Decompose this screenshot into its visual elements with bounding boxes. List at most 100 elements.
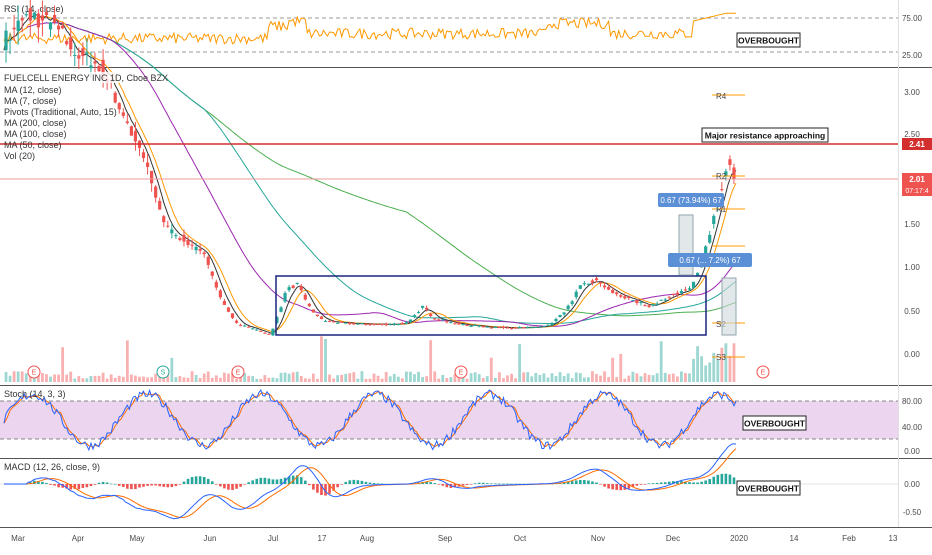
volume-bar (522, 372, 526, 382)
candle (687, 288, 692, 290)
candle (198, 248, 202, 251)
volume-bar (728, 355, 732, 382)
earnings-marker-1-label: E (32, 370, 37, 377)
candle (275, 317, 279, 323)
volume-bar (271, 377, 275, 382)
macd-hist-bar (696, 482, 699, 484)
candle (295, 282, 299, 284)
candle (307, 303, 311, 307)
candle (392, 323, 396, 325)
candle (534, 327, 538, 329)
volume-bar (510, 373, 513, 382)
volume-bar (566, 373, 570, 382)
macd-hist-bar (303, 480, 307, 484)
candle (69, 37, 73, 50)
macd-annotation-box (736, 480, 801, 496)
volume-bar (8, 375, 12, 382)
candle (655, 303, 659, 305)
candle (145, 162, 150, 168)
macd-hist-bar (352, 479, 356, 484)
macd-hist-bar (267, 478, 271, 484)
candle (384, 323, 388, 326)
stoch-tick-80: 80.00 (902, 397, 923, 406)
macd-hist-bar (376, 483, 380, 485)
macd-hist-bar (126, 484, 129, 489)
candle (356, 323, 360, 325)
macd-hist-bar (469, 484, 473, 485)
volume-bar (299, 376, 303, 382)
volume-bar (651, 375, 655, 382)
earnings-marker-2[interactable] (231, 365, 245, 379)
macd-hist-bar (142, 484, 145, 487)
volume-bar (214, 375, 218, 382)
volume-bar (105, 378, 109, 382)
macd-hist-bar (113, 483, 117, 485)
volume-bar (530, 376, 534, 382)
volume-bar (675, 376, 679, 382)
price-panel: R4 R2 R1 S2 S3 0.67 (73.94%) 67 0.67 (..… (0, 0, 932, 382)
volume-bar (162, 378, 166, 382)
macd-hist-bar (574, 480, 578, 484)
earnings-marker-1[interactable] (27, 365, 41, 379)
candle (639, 301, 643, 304)
candle (299, 286, 303, 291)
candle (327, 320, 332, 322)
volume-bar (732, 343, 736, 382)
candle (530, 327, 534, 329)
macd-hist-bar (684, 481, 687, 484)
x-tick-17: 17 (318, 534, 327, 543)
candle (469, 325, 473, 327)
volume-bar (639, 376, 643, 382)
volume-bar (251, 376, 255, 382)
macd-hist-bar (243, 484, 246, 485)
earnings-marker-3[interactable] (454, 365, 468, 379)
ma50-line (23, 22, 737, 327)
volume-bar (283, 372, 287, 382)
split-marker[interactable] (156, 365, 170, 379)
macd-hist-bar (441, 484, 445, 486)
volume-bar (534, 372, 538, 382)
candle (368, 324, 372, 326)
candle (154, 186, 158, 198)
volume-bar (635, 373, 639, 382)
volume-bar (473, 372, 477, 382)
ma12-line (3, 15, 737, 332)
volume-bar (659, 341, 663, 382)
candle (550, 323, 554, 326)
measure-label-2-bg (668, 253, 752, 267)
rsi-tick-75: 75.00 (902, 14, 923, 23)
x-tick-dec: Dec (666, 534, 680, 543)
candle (400, 323, 404, 325)
candle (513, 327, 518, 329)
volume-bar (291, 372, 295, 382)
candle (4, 30, 8, 51)
volume-bar (24, 373, 28, 382)
candle (675, 292, 679, 295)
volume-bar (340, 374, 344, 382)
earnings-marker-4[interactable] (756, 365, 770, 379)
candle (81, 48, 85, 57)
candle (477, 325, 481, 327)
macd-hist-bar (344, 481, 348, 484)
candle (8, 39, 12, 41)
macd-hist-bar (198, 476, 202, 484)
volume-bar (182, 377, 186, 382)
legend-ma12: MA (12, close) (4, 85, 62, 95)
macd-hist-bar (663, 482, 667, 484)
volume-bars (4, 336, 736, 382)
candle (141, 152, 146, 159)
macd-hist-bar (655, 482, 659, 484)
volume-bar (85, 378, 89, 382)
stoch-tick-0: 0.00 (904, 447, 920, 456)
volume-bar (485, 376, 489, 382)
candle (194, 246, 198, 251)
macd-tick-neg-0-5: -0.50 (903, 508, 922, 517)
volume-bar (712, 352, 716, 382)
candle (570, 301, 574, 304)
candle (562, 312, 566, 315)
candle (505, 327, 510, 329)
candle (24, 14, 28, 16)
candle (352, 323, 356, 325)
measure-label-1-bg (658, 193, 724, 207)
candle (542, 326, 546, 328)
